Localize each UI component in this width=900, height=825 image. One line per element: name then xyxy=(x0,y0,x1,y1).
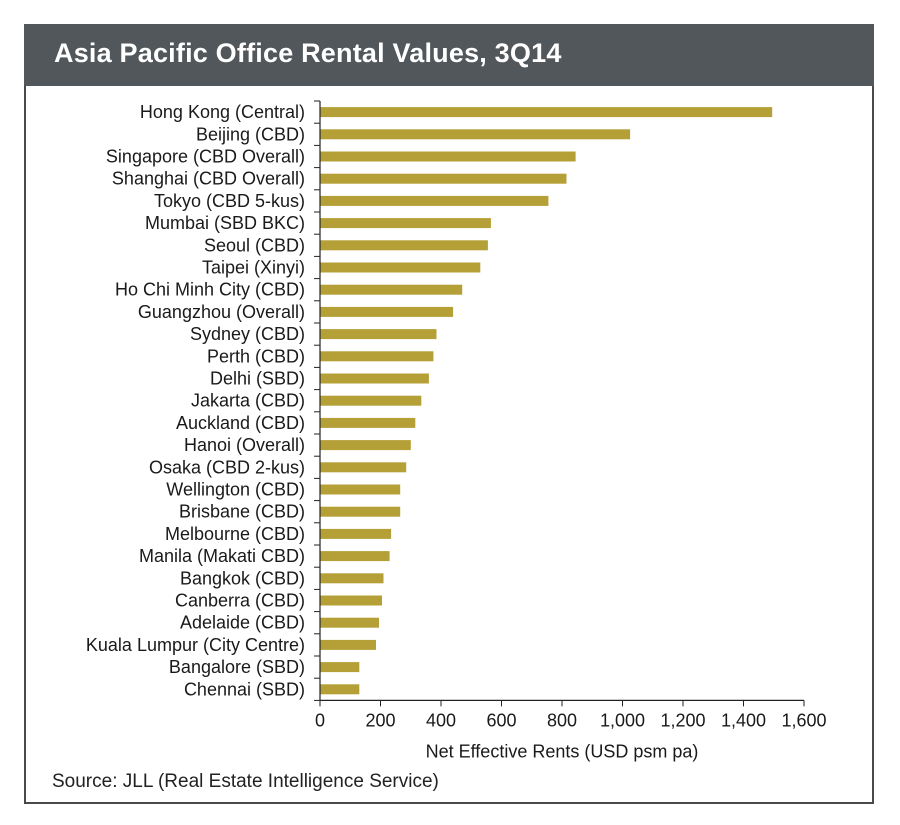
category-label: Guangzhou (Overall) xyxy=(138,302,305,322)
category-label: Brisbane (CBD) xyxy=(179,502,305,522)
x-tick-label: 400 xyxy=(426,710,456,730)
bar xyxy=(320,684,360,695)
source-note: Source: JLL (Real Estate Intelligence Se… xyxy=(52,771,439,792)
title-bar: Asia Pacific Office Rental Values, 3Q14 xyxy=(24,24,874,86)
category-label: Adelaide (CBD) xyxy=(180,613,305,633)
bar xyxy=(320,528,392,539)
bar xyxy=(320,617,379,628)
bar xyxy=(320,240,488,251)
category-label: Jakarta (CBD) xyxy=(191,391,305,411)
x-tick-label: 600 xyxy=(486,710,516,730)
bar xyxy=(320,151,576,162)
category-label: Mumbai (SBD BKC) xyxy=(145,213,305,233)
bar xyxy=(320,573,384,584)
x-tick-label: 1,000 xyxy=(600,710,645,730)
chart-title: Asia Pacific Office Rental Values, 3Q14 xyxy=(54,38,562,68)
bar xyxy=(320,173,567,184)
category-label: Tokyo (CBD 5-kus) xyxy=(154,191,305,211)
bar xyxy=(320,284,463,295)
bar xyxy=(320,129,631,140)
x-tick-label: 1,400 xyxy=(721,710,766,730)
category-label: Bangkok (CBD) xyxy=(180,568,305,588)
x-tick-label: 1,200 xyxy=(660,710,705,730)
category-label: Taipei (Xinyi) xyxy=(202,258,305,278)
category-label: Bangalore (SBD) xyxy=(169,657,305,677)
bar xyxy=(320,373,429,384)
bar xyxy=(320,551,390,562)
category-label: Beijing (CBD) xyxy=(196,124,305,144)
category-label: Auckland (CBD) xyxy=(176,413,305,433)
bar xyxy=(320,395,422,406)
bar xyxy=(320,218,491,229)
category-label: Ho Chi Minh City (CBD) xyxy=(115,280,305,300)
bar xyxy=(320,262,481,273)
category-label: Wellington (CBD) xyxy=(166,480,305,500)
category-label: Melbourne (CBD) xyxy=(165,524,305,544)
category-label: Seoul (CBD) xyxy=(204,235,305,255)
bar xyxy=(320,306,454,317)
category-label: Kuala Lumpur (City Centre) xyxy=(86,635,305,655)
category-label: Singapore (CBD Overall) xyxy=(106,147,305,167)
bar xyxy=(320,195,549,206)
x-axis-title: Net Effective Rents (USD psm pa) xyxy=(426,741,699,761)
category-label: Manila (Makati CBD) xyxy=(139,546,305,566)
bar xyxy=(320,484,401,495)
x-tick-label: 200 xyxy=(365,710,395,730)
category-label: Shanghai (CBD Overall) xyxy=(112,169,305,189)
category-label: Sydney (CBD) xyxy=(190,324,305,344)
bar xyxy=(320,107,773,118)
bar xyxy=(320,417,416,428)
category-label: Hanoi (Overall) xyxy=(184,435,305,455)
bar xyxy=(320,329,437,340)
category-label: Delhi (SBD) xyxy=(210,369,305,389)
category-label: Perth (CBD) xyxy=(207,346,305,366)
x-tick-label: 800 xyxy=(547,710,577,730)
bar xyxy=(320,462,407,473)
category-label: Hong Kong (Central) xyxy=(140,102,305,122)
bar xyxy=(320,440,411,451)
bar xyxy=(320,639,376,650)
x-tick-label: 0 xyxy=(315,710,325,730)
bar xyxy=(320,662,360,673)
x-tick-label: 1,600 xyxy=(781,710,826,730)
category-label: Canberra (CBD) xyxy=(175,591,305,611)
bar xyxy=(320,351,434,362)
bar xyxy=(320,506,401,517)
bar xyxy=(320,595,382,606)
category-label: Osaka (CBD 2-kus) xyxy=(149,457,305,477)
category-label: Chennai (SBD) xyxy=(184,679,305,699)
